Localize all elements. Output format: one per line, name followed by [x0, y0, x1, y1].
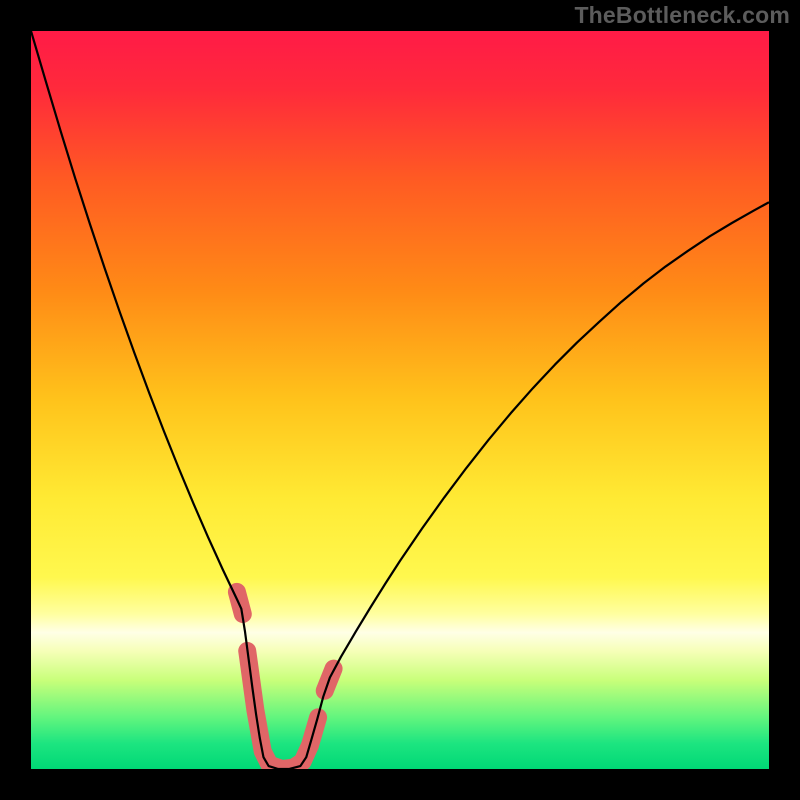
chart-svg — [0, 0, 800, 800]
watermark: TheBottleneck.com — [574, 2, 790, 29]
watermark-text: TheBottleneck.com — [574, 2, 790, 28]
chart-root: { "watermark": { "text": "TheBottleneck.… — [0, 0, 800, 800]
